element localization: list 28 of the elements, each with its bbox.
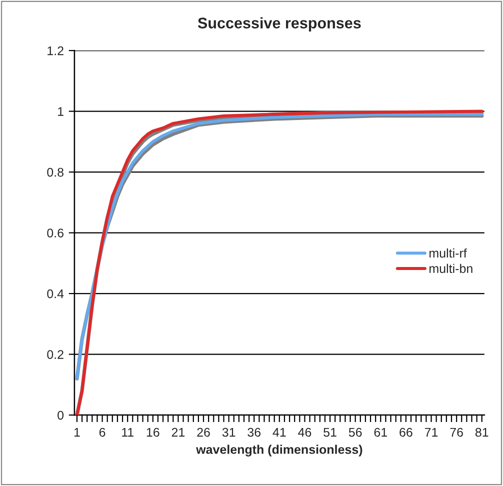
y-tick-label: 1 (58, 107, 64, 116)
x-tick-label: 61 (374, 428, 387, 437)
y-tick-label: 0 (58, 410, 64, 420)
y-tick-label: 0.6 (47, 228, 64, 238)
x-tick-label: 21 (172, 428, 185, 437)
x-tick-label: 46 (298, 428, 312, 437)
x-tick-label: 16 (146, 428, 160, 437)
x-tick-label: 31 (222, 428, 236, 437)
y-tick-label: 0.8 (47, 168, 64, 177)
x-tick-label: 6 (99, 428, 106, 437)
x-tick-label: 51 (324, 428, 336, 437)
legend-label: multi-rf (430, 248, 467, 258)
legend-label: multi-bn (430, 264, 472, 274)
x-tick-label: 11 (122, 428, 134, 437)
x-tick-label: 41 (272, 428, 286, 437)
x-tick-label: 81 (475, 428, 488, 437)
x-tick-label: 26 (197, 428, 210, 437)
chart-title: Successive responses (198, 17, 361, 32)
x-tick-label: 76 (450, 428, 463, 437)
y-tick-label: 0.4 (47, 289, 64, 298)
x-tick-label: 36 (248, 428, 261, 437)
x-axis-title: wavelength (dimensionless) (196, 444, 362, 456)
x-tick-label: 1 (74, 428, 80, 437)
x-tick-label: 56 (348, 428, 362, 437)
y-tick-label: 0.2 (47, 350, 64, 359)
x-tick-label: 66 (400, 428, 412, 437)
y-tick-label: 1.2 (48, 46, 64, 56)
x-tick-label: 71 (424, 428, 438, 437)
